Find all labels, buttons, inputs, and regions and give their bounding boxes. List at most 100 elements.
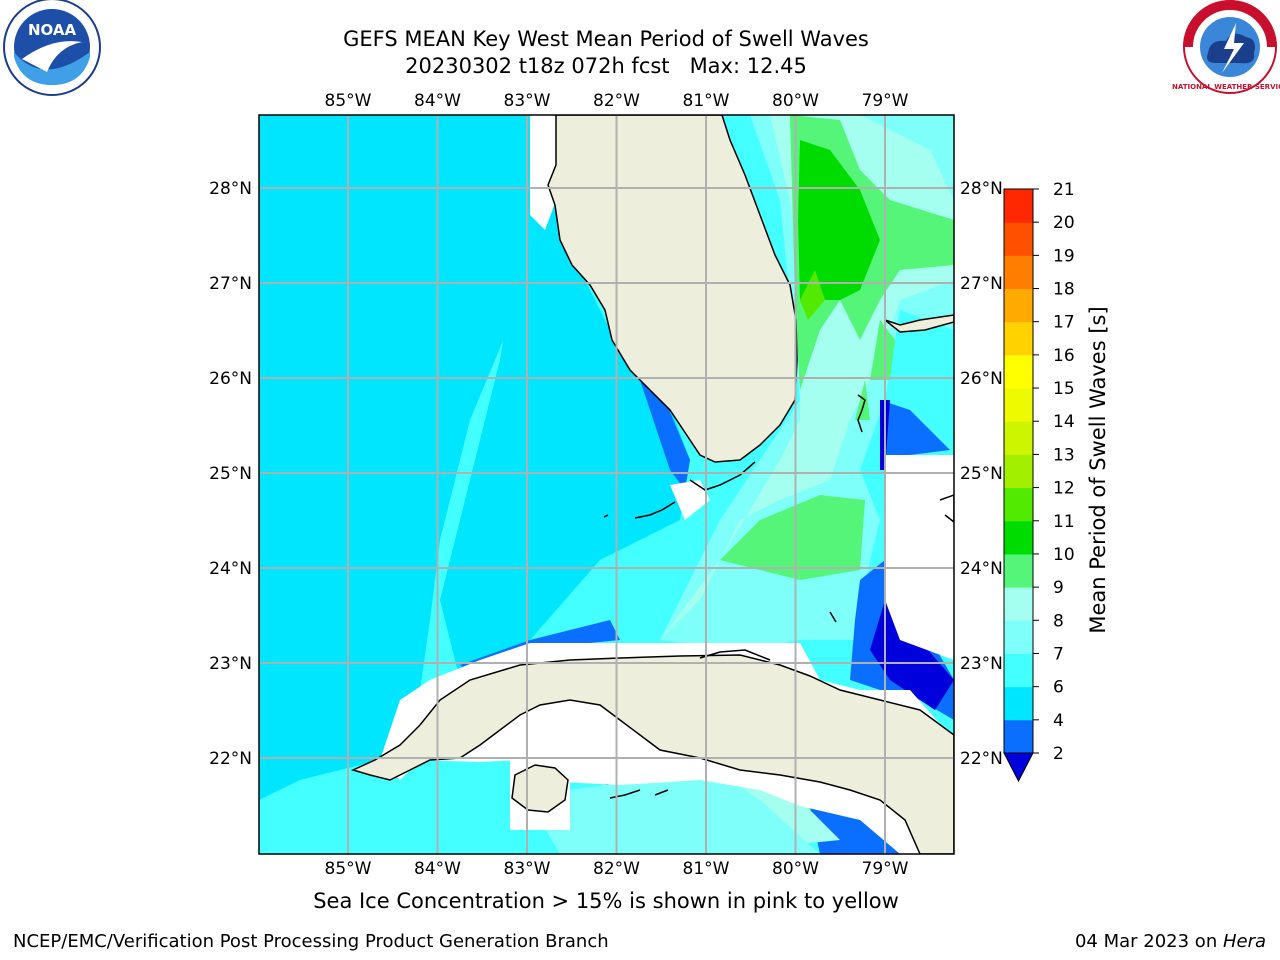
bright-green-swell-zone — [798, 140, 880, 300]
title-line-1: GEFS MEAN Key West Mean Period of Swell … — [343, 27, 869, 51]
lat-label-right: 28°N — [960, 179, 1003, 199]
deep-blue-band — [640, 380, 690, 490]
lon-label-top: 79°W — [862, 91, 909, 111]
bahamas-islands — [829, 394, 954, 623]
colorbar-tick-label: 12 — [1053, 479, 1075, 499]
colorbar-tick-label: 19 — [1053, 246, 1075, 266]
colorbar-segment — [1004, 255, 1033, 290]
lat-label-right: 24°N — [960, 559, 1003, 579]
colorbar-segment — [1004, 454, 1033, 489]
lat-label-right: 25°N — [960, 464, 1003, 484]
no-data-area — [670, 480, 710, 520]
colorbar-tick-label: 8 — [1053, 611, 1064, 631]
lat-label-left: 22°N — [209, 749, 252, 769]
colorbar-under-arrow — [1003, 752, 1034, 783]
title-line-2: 20230302 t18z 072h fcst Max: 12.45 — [405, 54, 807, 78]
footer-host: Hera — [1222, 931, 1266, 952]
deep-blue-band — [800, 760, 954, 854]
lon-label-top: 85°W — [325, 91, 372, 111]
lon-label-top: 83°W — [504, 91, 551, 111]
colorbar-segment — [1004, 587, 1033, 621]
lat-label-left: 26°N — [209, 369, 252, 389]
noaa-logo: NOAA — [3, 0, 101, 96]
lon-label-bottom: 83°W — [504, 859, 551, 879]
colorbar-segment — [1004, 620, 1033, 654]
colorbar-segment — [1004, 421, 1033, 455]
chart-title: GEFS MEAN Key West Mean Period of Swell … — [256, 26, 956, 80]
lon-label-top: 81°W — [683, 91, 730, 111]
colorbar-tick-label: 20 — [1053, 213, 1075, 233]
nws-logo-text: NATIONAL WEATHER SERVICE — [1172, 83, 1280, 91]
colorbar-label: Mean Period of Swell Waves [s] — [1086, 306, 1110, 633]
lon-label-bottom: 80°W — [772, 859, 819, 879]
bahamas-land — [884, 314, 954, 333]
colorbar-segment — [1004, 487, 1033, 522]
colorbar-tick-label: 14 — [1053, 412, 1075, 432]
cuba-cays — [609, 649, 771, 799]
florida-land — [547, 115, 798, 463]
colorbar-segment — [1004, 686, 1033, 721]
lon-label-bottom: 82°W — [593, 859, 640, 879]
colorbar-segment — [1004, 354, 1033, 389]
lat-label-left: 27°N — [209, 274, 252, 294]
footer-date-text: 04 Mar 2023 on — [1074, 931, 1223, 952]
no-data-area — [885, 455, 954, 660]
lon-label-top: 82°W — [593, 91, 640, 111]
colorbar-segment — [1004, 719, 1033, 754]
noaa-logo-text: NOAA — [28, 21, 77, 39]
colorbar-tick-label: 9 — [1053, 578, 1064, 598]
nws-logo: NATIONAL WEATHER SERVICE — [1172, 0, 1280, 94]
colorbar-tick-label: 18 — [1053, 280, 1075, 300]
colorbar-tick-label: 15 — [1053, 379, 1075, 399]
green-swell-zone — [855, 380, 870, 420]
lat-label-left: 23°N — [209, 654, 252, 674]
colorbar-tick-label: 10 — [1053, 545, 1075, 565]
light-swell-zone — [540, 760, 820, 854]
lon-label-bottom: 81°W — [683, 859, 730, 879]
shelf-zone — [440, 115, 690, 680]
colorbar-segment — [1004, 388, 1033, 422]
footer-date: 04 Mar 2023 on Hera — [1075, 931, 1266, 952]
green-swell-zone — [870, 320, 895, 380]
colorbar-segment — [1004, 553, 1033, 588]
colorbar-segment — [1004, 189, 1033, 223]
green-swell-zone — [720, 495, 865, 580]
florida-keys — [603, 461, 756, 519]
colorbar-tick-label: 21 — [1053, 180, 1075, 200]
colorbar-tick-label: 11 — [1053, 512, 1075, 532]
colorbar-tick-label: 13 — [1053, 445, 1075, 465]
lat-label-left: 24°N — [209, 559, 252, 579]
lat-label-left: 25°N — [209, 464, 252, 484]
colorbar-tick-label: 16 — [1053, 346, 1075, 366]
gridlines — [259, 115, 954, 854]
lon-label-bottom: 79°W — [862, 859, 909, 879]
colorbar-segment — [1004, 321, 1033, 356]
map-frame — [258, 114, 955, 855]
lon-label-bottom: 85°W — [325, 859, 372, 879]
shelf-zone — [259, 115, 540, 800]
cuba-land — [350, 654, 954, 854]
colorbar-tick-label: 2 — [1053, 744, 1064, 764]
very-low-period-band — [870, 600, 954, 710]
caption: Sea Ice Concentration > 15% is shown in … — [313, 889, 899, 913]
map-area — [259, 115, 954, 854]
lon-label-top: 84°W — [414, 91, 461, 111]
lat-label-right: 23°N — [960, 654, 1003, 674]
colorbar-tick-label: 17 — [1053, 313, 1075, 333]
colorbar: 2 4 6 7 8 9 10 11 12 13 14 15 16 17 18 19 20 21 — [1003, 180, 1075, 783]
colorbar-tick-label: 6 — [1053, 678, 1064, 698]
footer-credit: NCEP/EMC/Verification Post Processing Pr… — [13, 931, 609, 952]
colorbar-tick-label: 4 — [1053, 711, 1064, 731]
lat-label-left: 28°N — [209, 179, 252, 199]
no-data-area — [530, 115, 560, 230]
lon-label-bottom: 84°W — [414, 859, 461, 879]
lon-label-top: 80°W — [772, 91, 819, 111]
colorbar-frame — [1003, 188, 1034, 754]
colorbar-segment — [1004, 288, 1033, 323]
lat-label-right: 26°N — [960, 369, 1003, 389]
colorbar-segment — [1004, 520, 1033, 555]
axis-labels: 85°W 85°W 84°W 84°W 83°W 83°W 82°W 82°W 81°W 81°W… — [209, 91, 1003, 879]
lat-label-right: 27°N — [960, 274, 1003, 294]
colorbar-segment — [1004, 653, 1033, 688]
